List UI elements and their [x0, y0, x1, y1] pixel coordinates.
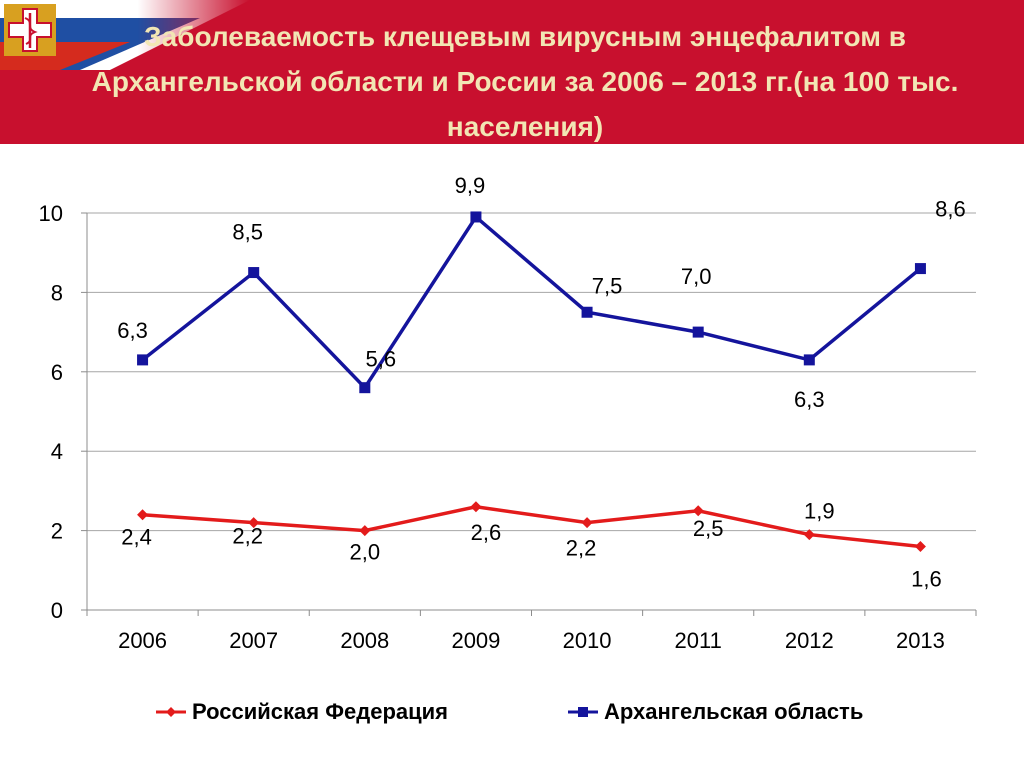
x-tick-label: 2009 — [451, 628, 500, 653]
legend-item-arkhangelsk: Архангельская область — [568, 694, 863, 730]
legend-item-russia: Российская Федерация — [156, 694, 448, 730]
data-label: 1,6 — [911, 566, 942, 591]
legend-square-marker-icon — [568, 707, 598, 717]
data-label: 2,5 — [693, 516, 724, 541]
data-label: 6,3 — [117, 318, 148, 343]
medical-cross-caduceus-icon — [4, 4, 56, 56]
y-tick-label: 0 — [51, 598, 63, 623]
y-tick-label: 2 — [51, 519, 63, 544]
data-point-diamond — [137, 509, 149, 521]
data-labels: 2,4 2,2 2,0 2,6 2,2 2,5 1,9 1,6 6,3 8,5 5,6 9,9 7,5 7… — [117, 173, 965, 592]
y-tick-label: 4 — [51, 439, 63, 464]
page-title: Заболеваемость клещевым вирусным энцефал… — [91, 21, 959, 142]
x-tick-label: 2013 — [896, 628, 945, 653]
data-point-diamond — [470, 501, 482, 513]
y-tick-label: 8 — [51, 280, 63, 305]
data-label: 2,6 — [471, 520, 502, 545]
y-tick-label: 10 — [39, 201, 63, 226]
data-label: 8,5 — [232, 220, 263, 245]
data-label: 1,9 — [804, 499, 835, 524]
data-point-square — [137, 354, 149, 366]
x-tick-label: 2011 — [675, 628, 722, 653]
header-banner: Заболеваемость клещевым вирусным энцефал… — [0, 0, 1024, 144]
legend-label-arkhangelsk: Архангельская область — [604, 699, 864, 724]
data-label: 9,9 — [455, 173, 486, 198]
data-point-diamond — [581, 517, 593, 529]
series-line-arkhangelsk — [141, 214, 922, 391]
data-point-diamond — [914, 540, 926, 552]
data-label: 7,5 — [592, 273, 623, 298]
series-line-russia — [142, 505, 921, 549]
data-label: 7,0 — [681, 264, 712, 289]
legend-diamond-marker-icon — [156, 707, 186, 717]
data-label: 2,2 — [566, 536, 597, 561]
data-point-square — [359, 382, 371, 394]
series — [137, 211, 926, 552]
axes: 0 2 4 6 8 10 2006 2007 2008 2009 2010 2011 2012 2013 — [39, 201, 977, 653]
data-point-square — [692, 326, 704, 338]
data-label: 8,6 — [935, 197, 966, 222]
data-label: 2,4 — [121, 525, 152, 550]
data-point-square — [470, 211, 482, 223]
y-tick-label: 6 — [51, 360, 63, 385]
x-tick-label: 2006 — [118, 628, 167, 653]
data-label: 2,0 — [350, 540, 381, 565]
x-tick-label: 2007 — [229, 628, 278, 653]
data-point-square — [914, 263, 926, 275]
data-point-diamond — [692, 505, 704, 517]
x-tick-label: 2008 — [340, 628, 389, 653]
legend-label-russia: Российская Федерация — [192, 699, 448, 724]
data-point-square — [581, 306, 593, 318]
x-tick-label: 2012 — [785, 628, 834, 653]
data-point-diamond — [248, 517, 260, 529]
data-point-diamond — [803, 529, 815, 541]
data-label: 5,6 — [366, 347, 397, 372]
data-label: 2,2 — [232, 524, 263, 549]
gridlines — [87, 212, 976, 532]
x-tick-label: 2010 — [563, 628, 612, 653]
data-point-diamond — [359, 525, 371, 537]
chart-legend: Российская Федерация Архангельская облас… — [0, 694, 1024, 730]
data-point-square — [248, 267, 260, 279]
data-label: 6,3 — [794, 387, 825, 412]
data-point-square — [803, 354, 815, 366]
